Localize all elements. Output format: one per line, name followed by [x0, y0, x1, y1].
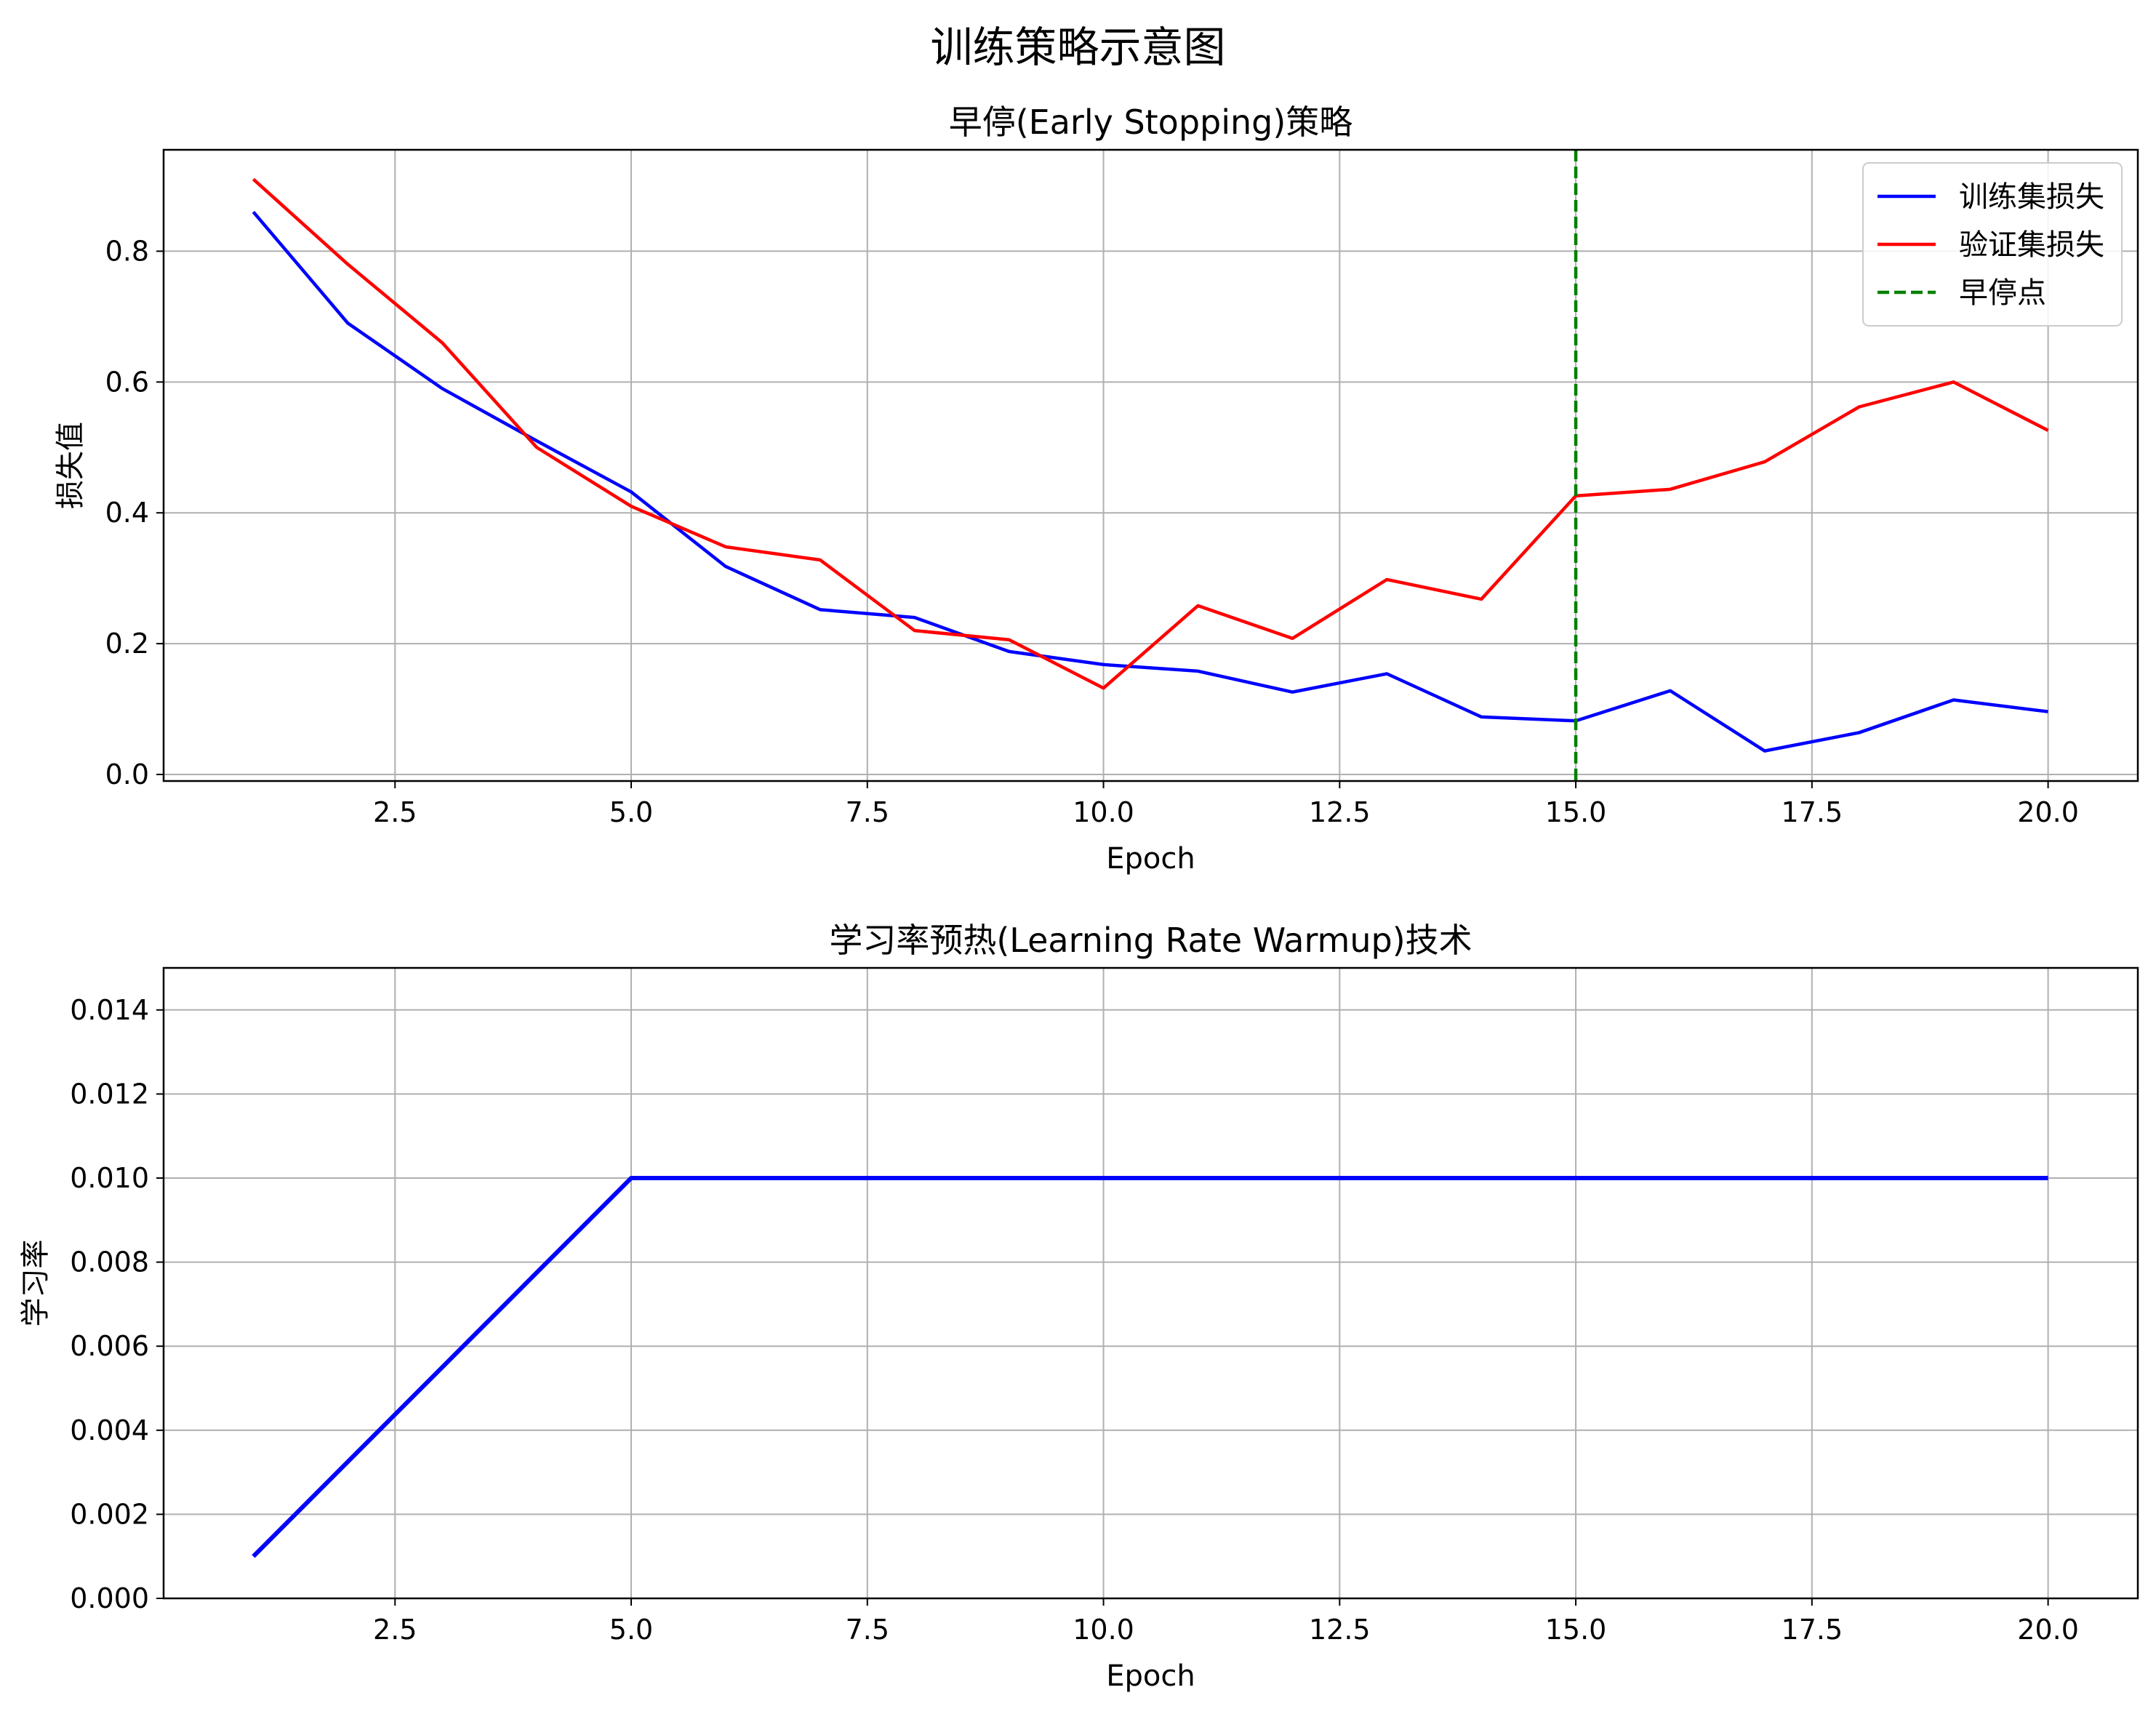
- chart-title: 学习率预热(Learning Rate Warmup)技术: [829, 921, 1472, 960]
- x-tick-label: 15.0: [1545, 796, 1607, 828]
- x-tick-label: 10.0: [1073, 1614, 1134, 1646]
- figure-title: 训练策略示意图: [930, 23, 1226, 72]
- x-tick-label: 10.0: [1073, 796, 1134, 828]
- y-axis-label: 学习率: [19, 1240, 52, 1327]
- series-line-1: [252, 210, 2048, 753]
- y-tick-label: 0.012: [70, 1078, 149, 1110]
- y-tick-label: 0.0: [105, 758, 149, 790]
- x-tick-label: 17.5: [1782, 1614, 1843, 1646]
- legend-label: 验证集损失: [1959, 228, 2104, 262]
- legend-label: 训练集损失: [1959, 180, 2104, 214]
- series-line-1: [252, 1176, 2048, 1558]
- y-tick-label: 0.6: [105, 366, 149, 398]
- x-tick-label: 15.0: [1545, 1614, 1607, 1646]
- y-tick-label: 0.010: [70, 1162, 149, 1194]
- chart-1: 2.5 5.0 7.5 10.0 12.5 15.0 17.5 20.0 0.0 0.2 0.4 0.…: [54, 103, 2139, 876]
- y-tick-label: 0.000: [70, 1582, 149, 1614]
- x-axis-label: Epoch: [1106, 1659, 1195, 1693]
- x-tick-label: 12.5: [1309, 1614, 1371, 1646]
- x-tick-label: 7.5: [846, 1614, 889, 1646]
- x-axis-label: Epoch: [1106, 842, 1195, 876]
- y-tick-label: 0.014: [70, 994, 149, 1026]
- axes-frame: [162, 966, 2139, 1600]
- x-tick-label: 2.5: [373, 796, 417, 828]
- chart-2: 2.5 5.0 7.5 10.0 12.5 15.0 17.5 20.0 0.000 0.002 0…: [19, 921, 2139, 1693]
- y-tick-label: 0.2: [105, 628, 149, 660]
- x-tick-label: 17.5: [1782, 796, 1843, 828]
- chart-title: 早停(Early Stopping)策略: [949, 103, 1353, 142]
- y-tick-label: 0.004: [70, 1414, 149, 1446]
- y-tick-label: 0.002: [70, 1498, 149, 1530]
- x-tick-label: 7.5: [846, 796, 889, 828]
- x-tick-label: 5.0: [609, 1614, 653, 1646]
- y-tick-label: 0.006: [70, 1330, 149, 1362]
- axes-frame: [162, 148, 2139, 782]
- series-line-2: [252, 177, 2049, 690]
- y-tick-label: 0.4: [105, 497, 149, 529]
- x-tick-label: 2.5: [373, 1614, 417, 1646]
- x-tick-label: 20.0: [2017, 796, 2079, 828]
- y-axis-label: 损失值: [54, 422, 87, 509]
- y-tick-label: 0.8: [105, 235, 149, 267]
- x-tick-label: 20.0: [2017, 1614, 2079, 1646]
- legend-box: [1862, 162, 2123, 327]
- x-tick-label: 5.0: [609, 796, 653, 828]
- y-tick-label: 0.008: [70, 1246, 149, 1278]
- legend-label: 早停点: [1959, 276, 2046, 310]
- x-tick-label: 12.5: [1309, 796, 1371, 828]
